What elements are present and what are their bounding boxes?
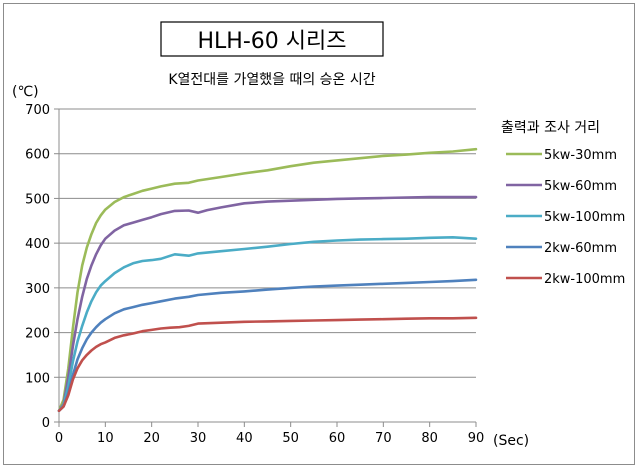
tick-label-y-500: 500 [25, 192, 50, 207]
tick-label-y-400: 400 [25, 237, 50, 252]
chart-subtitle: K열전대를 가열했을 때의 승온 시간 [168, 72, 375, 88]
x-axis-label: (Sec) [493, 433, 529, 449]
tick-label-y-600: 600 [25, 148, 50, 163]
line-chart: HLH-60 시리즈 K열전대를 가열했을 때의 승온 시간 (℃) (Sec)… [12, 21, 625, 449]
tick-label-y-100: 100 [25, 371, 50, 386]
title-box [160, 21, 384, 57]
series-line-5kw-30mm [57, 147, 478, 413]
legend-label-2kw-100mm: 2kw-100mm [544, 272, 625, 287]
series-line-2kw-100mm [57, 316, 478, 413]
tick-label-x-10: 10 [97, 431, 114, 446]
tick-label-x-60: 60 [329, 431, 346, 446]
axis-layer: 0 100 200 300 400 500 600 700 0 10 20 30 40 50 60 70 80 9… [25, 103, 484, 446]
series-line-5kw-60mm [57, 195, 478, 413]
tick-label-y-700: 700 [25, 103, 50, 118]
tick-label-y-200: 200 [25, 327, 50, 342]
y-axis-label: (℃) [12, 84, 39, 100]
tick-label-x-0: 0 [55, 431, 63, 446]
series-line-5kw-100mm [57, 236, 478, 413]
tick-label-x-30: 30 [190, 431, 207, 446]
legend-title: 출력과 조사 거리 [501, 120, 600, 136]
tick-label-x-70: 70 [375, 431, 392, 446]
legend-label-2kw-60mm: 2kw-60mm [544, 241, 617, 256]
series-layer [57, 147, 478, 413]
tick-label-x-90: 90 [468, 431, 485, 446]
tick-label-x-50: 50 [282, 431, 299, 446]
tick-label-x-20: 20 [143, 431, 160, 446]
tick-label-y-0: 0 [42, 416, 50, 431]
legend-label-5kw-30mm: 5kw-30mm [544, 148, 617, 163]
tick-label-x-80: 80 [421, 431, 438, 446]
chart-title: HLH-60 시리즈 [198, 29, 347, 54]
tick-label-y-300: 300 [25, 282, 50, 297]
legend-label-5kw-100mm: 5kw-100mm [544, 210, 625, 225]
tick-label-x-40: 40 [236, 431, 253, 446]
legend: 출력과 조사 거리 5kw-30mm 5kw-60mm 5kw-100mm 2kw-6… [501, 120, 625, 287]
series-line-2kw-60mm [57, 278, 478, 413]
legend-label-5kw-60mm: 5kw-60mm [544, 179, 617, 194]
chart-frame: HLH-60 시리즈 K열전대를 가열했을 때의 승온 시간 (℃) (Sec)… [3, 3, 635, 465]
